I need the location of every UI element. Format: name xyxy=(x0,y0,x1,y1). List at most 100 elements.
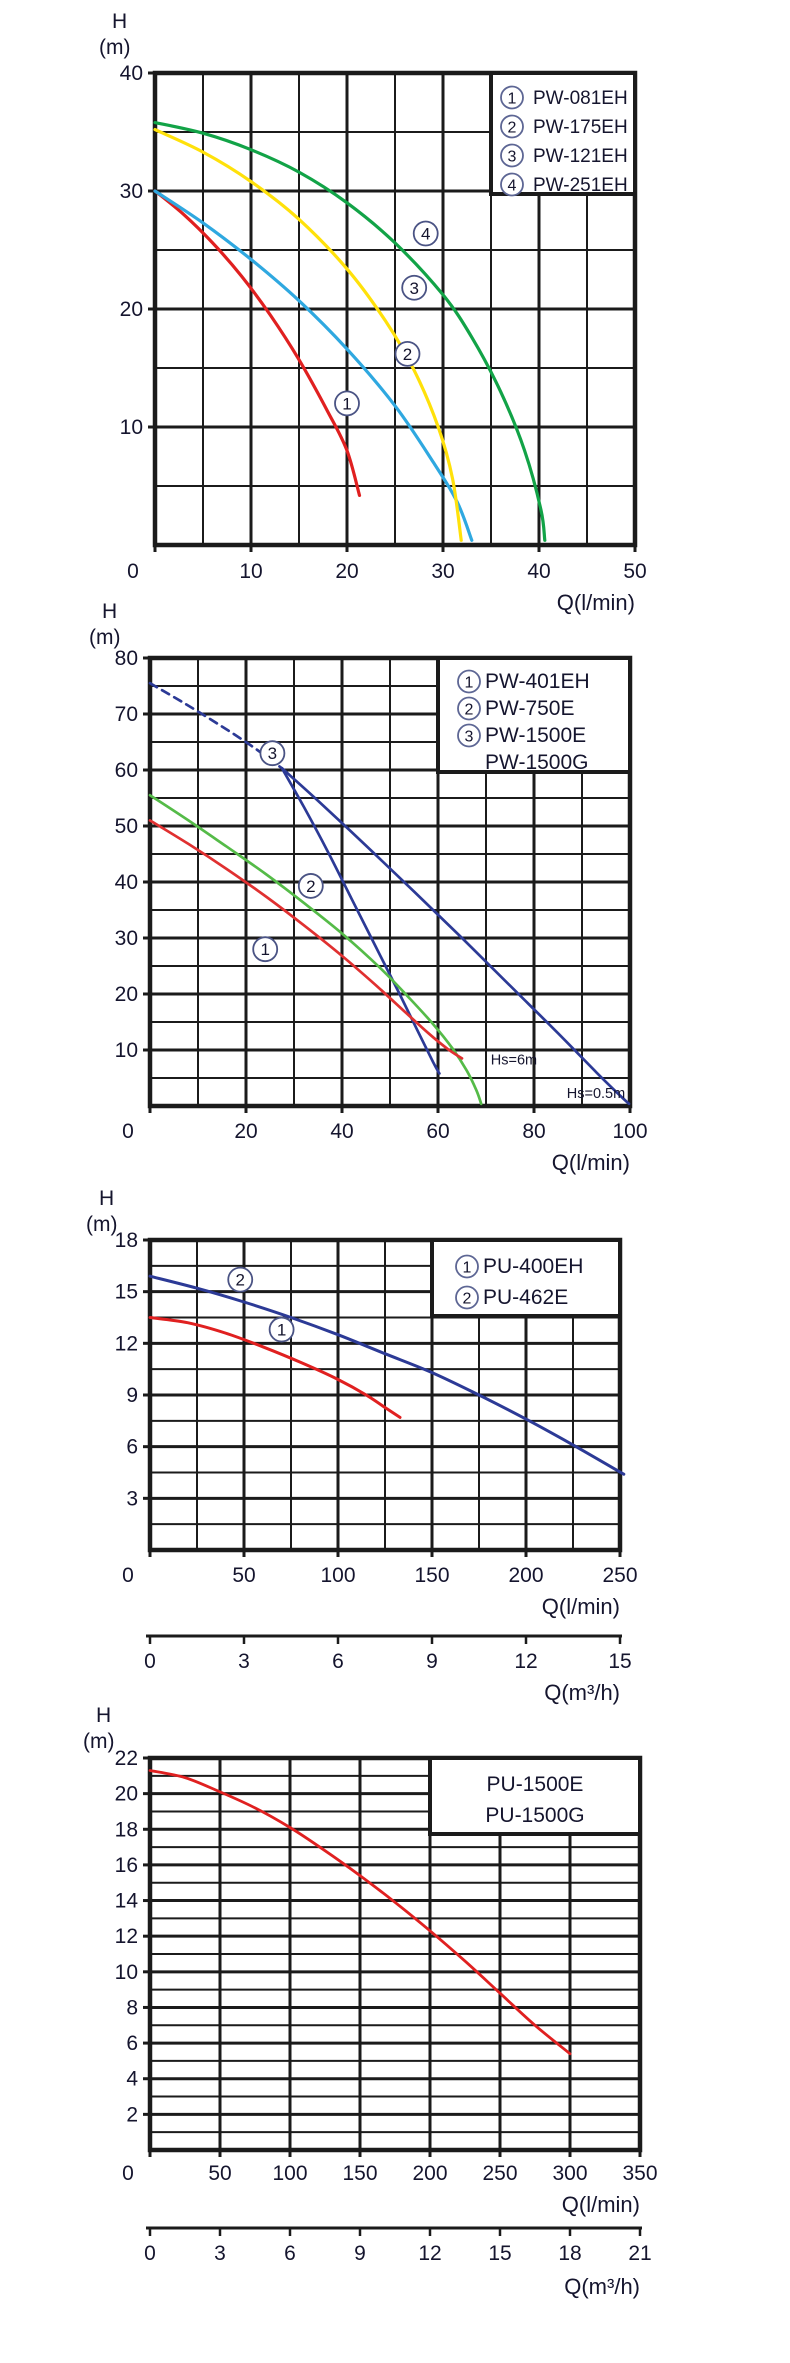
y-tick-label: 10 xyxy=(115,1961,138,1984)
y-tick-label: 10 xyxy=(115,1039,138,1062)
curve-number-circle-icon xyxy=(334,390,360,417)
y-tick-label: 3 xyxy=(126,1487,138,1510)
legend-label: PW-1500E xyxy=(485,724,586,747)
x-tick-label: 200 xyxy=(412,2162,447,2185)
chart-4: H(m)0 50 100 150 200 250 300 350246810121416182… xyxy=(83,1704,658,2299)
x-tick-label: 0 xyxy=(122,1120,134,1143)
x-tick-label: 350 xyxy=(622,2162,657,2185)
annotation-label: Hs=0.5m xyxy=(567,1086,625,1102)
legend-label: PW-175EH xyxy=(533,117,628,138)
curve-number-circle-icon xyxy=(268,1316,295,1343)
y-tick-label: 15 xyxy=(115,1281,138,1304)
curve-number-circle-icon xyxy=(394,340,421,367)
y-tick-label: 12 xyxy=(115,1332,138,1355)
x-tick-label: 80 xyxy=(522,1120,545,1143)
x-tick-label: 150 xyxy=(342,2162,377,2185)
x-tick-label: 50 xyxy=(208,2162,231,2185)
y-tick-label: 16 xyxy=(115,1854,138,1877)
legend-box xyxy=(428,1756,642,1836)
curve-number-circle-icon xyxy=(227,1266,254,1293)
y-tick-label: 2 xyxy=(126,2103,138,2126)
curve-pu-400eh xyxy=(148,1316,402,1419)
y-tick-label: 20 xyxy=(115,983,138,1006)
legend-label: PW-401EH xyxy=(485,670,590,693)
legend-label: PW-750E xyxy=(485,697,575,720)
legend-label: PW-251EH xyxy=(533,175,628,196)
y-axis-title-unit: (m) xyxy=(86,1213,117,1236)
y-tick-label: 50 xyxy=(115,815,138,838)
legend-label: PU-1500E xyxy=(487,1773,584,1796)
y-tick-label: 6 xyxy=(126,1436,138,1459)
y-tick-label: 14 xyxy=(115,1890,139,1913)
curve-pw-121eh xyxy=(153,128,463,542)
chart-1: H (m) 0 10 20 30 40 50 10 20 30 40 Q(l/min) 1 PW-081EH… xyxy=(99,10,647,615)
legend-number: 2 xyxy=(463,1291,472,1308)
x-tick-label: 40 xyxy=(330,1120,353,1143)
curve-number-circle-icon xyxy=(259,740,286,767)
secondary-x-axis-unit-label: Q(m³/h) xyxy=(564,2274,640,2299)
x-tick-label: 0 xyxy=(122,1564,134,1587)
legend-number: 3 xyxy=(465,729,474,746)
legend-label: PW-081EH xyxy=(533,88,628,109)
y-tick-label: 9 xyxy=(126,1384,138,1407)
y-axis-title-unit: (m) xyxy=(89,626,120,649)
y-tick-label: 40 xyxy=(115,871,138,894)
curve-pw-401eh xyxy=(148,819,464,1060)
curve-number: 2 xyxy=(236,1271,245,1290)
legend-label: PW-121EH xyxy=(533,146,628,167)
y-tick-label: 4 xyxy=(126,2068,138,2091)
y-axis-title-unit: (m) xyxy=(83,1730,114,1753)
curve-number: 2 xyxy=(403,345,412,364)
curve-pw-081eh xyxy=(153,189,362,497)
secondary-x-axis-unit-label: Q(m³/h) xyxy=(544,1680,620,1705)
secondary-x-tick-label: 21 xyxy=(628,2242,651,2265)
legend-number-circle-icon xyxy=(455,1254,479,1279)
secondary-x-tick-label: 6 xyxy=(332,1650,344,1673)
legend-number: 4 xyxy=(508,178,517,195)
y-axis-title-h: H xyxy=(99,1187,114,1210)
secondary-x-tick-label: 15 xyxy=(608,1650,631,1673)
curve-number: 1 xyxy=(277,1321,286,1340)
y-tick-label: 18 xyxy=(115,1818,138,1841)
y-tick-label: 80 xyxy=(115,647,138,670)
x-tick-label: 100 xyxy=(320,1564,355,1587)
legend-number-circle-icon xyxy=(457,723,481,748)
x-tick-label: 300 xyxy=(552,2162,587,2185)
legend-number-circle-icon xyxy=(500,172,524,197)
curve-pw-750e xyxy=(148,793,483,1106)
legend-label: PU-400EH xyxy=(483,1255,583,1278)
secondary-x-tick-label: 0 xyxy=(144,2242,156,2265)
secondary-x-tick-label: 0 xyxy=(144,1650,156,1673)
legend-number-circle-icon xyxy=(457,669,481,694)
curve-pw-175eh xyxy=(153,189,474,542)
legend-number: 1 xyxy=(465,675,474,692)
x-tick-label: 200 xyxy=(508,1564,543,1587)
legend-number-circle-icon xyxy=(500,114,524,139)
y-tick-label: 22 xyxy=(115,1747,138,1770)
y-tick-label: 10 xyxy=(120,416,143,439)
legend-number-circle-icon xyxy=(500,85,524,110)
secondary-x-tick-label: 3 xyxy=(214,2242,226,2265)
curve-number-circle-icon xyxy=(297,873,324,899)
curve-number: 3 xyxy=(268,744,277,763)
curve-pu-462e xyxy=(148,1274,626,1476)
x-tick-label: 50 xyxy=(232,1564,255,1587)
legend-number-circle-icon xyxy=(500,143,524,168)
y-tick-label: 30 xyxy=(115,927,138,950)
chart-2: H (m) 0 20 40 60 80 100 10 20 30 40 50 60 70 80 Q(l/min)… xyxy=(89,600,648,1175)
y-tick-label: 20 xyxy=(115,1783,138,1806)
secondary-x-tick-label: 12 xyxy=(418,2242,441,2265)
legend-label: PU-1500G xyxy=(485,1804,584,1827)
x-axis-unit-label: Q(l/min) xyxy=(552,1150,630,1175)
x-tick-label: 150 xyxy=(414,1564,449,1587)
legend-number: 2 xyxy=(508,120,517,137)
annotation-label: Hs=6m xyxy=(491,1053,537,1069)
x-tick-label: 0 xyxy=(122,2162,134,2185)
y-tick-label: 8 xyxy=(126,1996,138,2019)
legend-number: 1 xyxy=(463,1260,472,1277)
y-axis-title-h: H xyxy=(102,600,117,623)
curve-number-circle-icon xyxy=(401,274,428,301)
y-tick-label: 6 xyxy=(126,2032,138,2055)
legend-number: 2 xyxy=(465,702,474,719)
